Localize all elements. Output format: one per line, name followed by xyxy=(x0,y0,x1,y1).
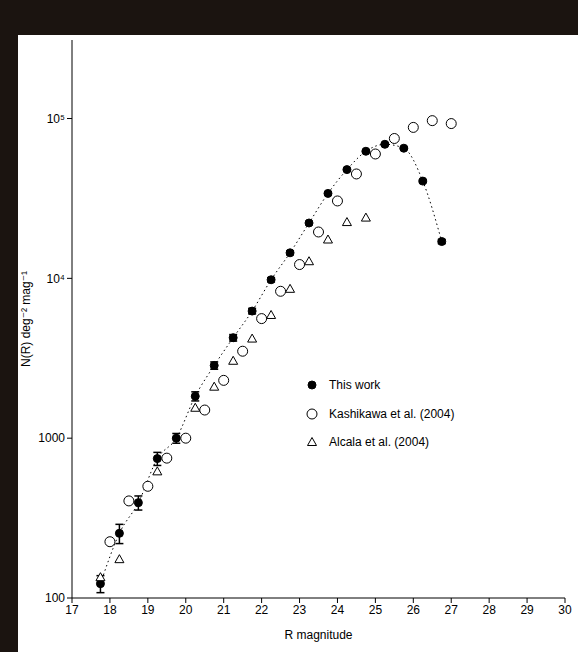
html-text:Alcala et al. (2004): Alcala et al. (2004) xyxy=(329,435,430,450)
svg-text:R magnitude: R magnitude xyxy=(284,628,352,642)
svg-text:25: 25 xyxy=(369,603,383,617)
svg-text:28: 28 xyxy=(482,603,496,617)
svg-text:22: 22 xyxy=(255,603,269,617)
svg-text:10⁴: 10⁴ xyxy=(46,272,65,286)
svg-text:1000: 1000 xyxy=(38,431,65,445)
svg-text:29: 29 xyxy=(520,603,534,617)
svg-text:30: 30 xyxy=(558,603,572,617)
svg-text:100: 100 xyxy=(45,591,65,605)
html-text:Kashikawa et al. (2004): Kashikawa et al. (2004) xyxy=(329,406,455,421)
svg-text:21: 21 xyxy=(217,603,231,617)
svg-text:26: 26 xyxy=(407,603,421,617)
svg-text:19: 19 xyxy=(141,603,155,617)
svg-text:18: 18 xyxy=(103,603,117,617)
svg-text:23: 23 xyxy=(293,603,307,617)
html-text:This work: This work xyxy=(329,377,381,392)
svg-text:17: 17 xyxy=(65,603,79,617)
svg-text:N(R) deg⁻² mag⁻¹: N(R) deg⁻² mag⁻¹ xyxy=(19,271,33,367)
svg-text:24: 24 xyxy=(331,603,345,617)
svg-text:27: 27 xyxy=(445,603,459,617)
svg-text:10⁵: 10⁵ xyxy=(47,112,65,126)
svg-text:20: 20 xyxy=(179,603,193,617)
